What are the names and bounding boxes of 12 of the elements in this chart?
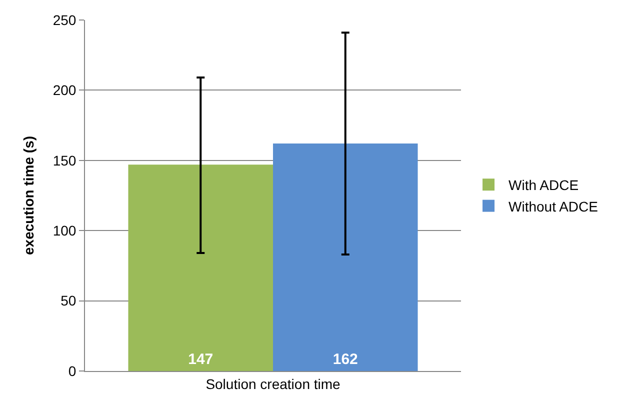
data-label: 147 bbox=[188, 351, 214, 368]
y-tick-label: 200 bbox=[52, 82, 76, 98]
y-tick-label: 100 bbox=[52, 222, 76, 238]
y-tick-label: 250 bbox=[52, 12, 76, 28]
legend-label: Without ADCE bbox=[508, 198, 598, 214]
x-tick-label: Solution creation time bbox=[206, 376, 341, 392]
y-tick-label: 50 bbox=[60, 292, 76, 309]
data-label: 162 bbox=[332, 351, 358, 368]
y-tick-label: 0 bbox=[68, 362, 76, 379]
legend-label: With ADCE bbox=[508, 177, 579, 194]
y-tick-label: 150 bbox=[52, 152, 76, 168]
y-axis-title: execution time (s) bbox=[20, 136, 36, 256]
